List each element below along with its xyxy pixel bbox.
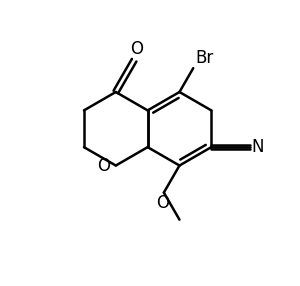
Text: Br: Br (195, 49, 213, 67)
Text: O: O (130, 40, 143, 58)
Text: O: O (97, 156, 110, 174)
Text: N: N (252, 138, 264, 156)
Text: O: O (156, 194, 169, 212)
